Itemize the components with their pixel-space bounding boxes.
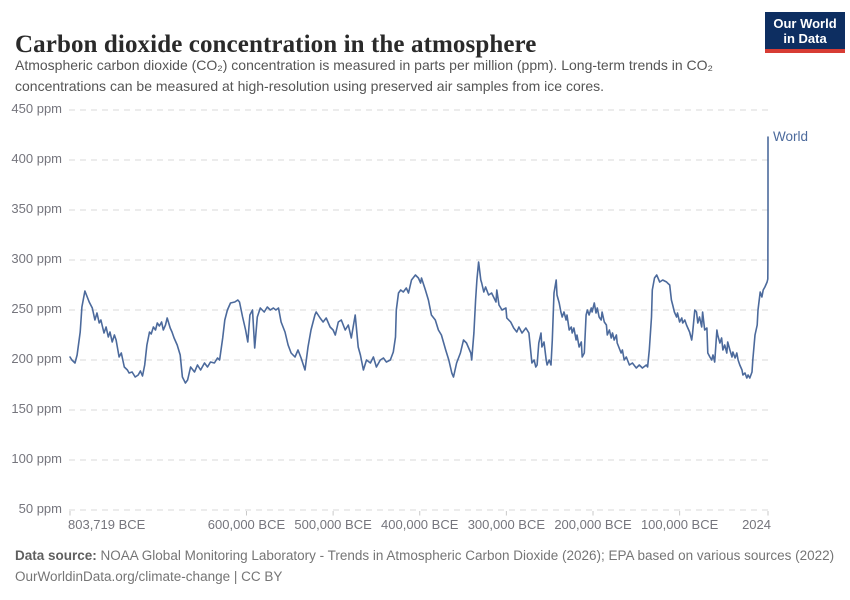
x-axis-tick-label: 300,000 BCE (467, 517, 546, 532)
x-axis-tick-label: 400,000 BCE (381, 517, 459, 532)
owid-logo-line1: Our World (773, 15, 837, 31)
y-axis-tick-label: 300 ppm (11, 251, 62, 266)
x-axis-tick-label: 100,000 BCE (640, 517, 719, 532)
x-axis-tick-label: 2024 (742, 517, 771, 532)
chart-subtitle-line1: Atmospheric carbon dioxide (CO₂) concent… (15, 57, 713, 73)
license-line: OurWorldinData.org/climate-change | CC B… (15, 569, 283, 584)
y-axis-tick-label: 400 ppm (11, 151, 62, 166)
x-axis-tick-label: 803,719 BCE (68, 517, 146, 532)
data-source-line: Data source: NOAA Global Monitoring Labo… (15, 545, 835, 566)
y-axis-tick-label: 450 ppm (11, 101, 62, 116)
x-axis-tick-label: 500,000 BCE (294, 517, 372, 532)
chart-title: Carbon dioxide concentration in the atmo… (15, 30, 537, 58)
x-axis-tick-label: 600,000 BCE (207, 517, 286, 532)
owid-logo-stripe (765, 49, 845, 53)
y-axis-tick-label: 200 ppm (11, 351, 62, 366)
y-axis-tick-label: 350 ppm (11, 201, 62, 216)
data-source-label: Data source: (15, 548, 97, 563)
y-axis-tick-label: 150 ppm (11, 401, 62, 416)
x-axis-tick-label: 200,000 BCE (554, 517, 632, 532)
owid-logo: Our World in Data (765, 12, 845, 53)
owid-logo-line2: in Data (783, 30, 827, 46)
series-label-world: World (773, 129, 809, 144)
chart-subtitle-line2: concentrations can be measured at high-r… (15, 78, 605, 94)
y-axis-tick-label: 50 ppm (18, 501, 62, 516)
y-axis-tick-label: 250 ppm (11, 301, 62, 316)
co2-world-line (69, 136, 769, 384)
y-axis-tick-label: 100 ppm (11, 451, 62, 466)
data-source-text: NOAA Global Monitoring Laboratory - Tren… (96, 548, 835, 563)
owid-logo-box: Our World in Data (765, 12, 845, 49)
